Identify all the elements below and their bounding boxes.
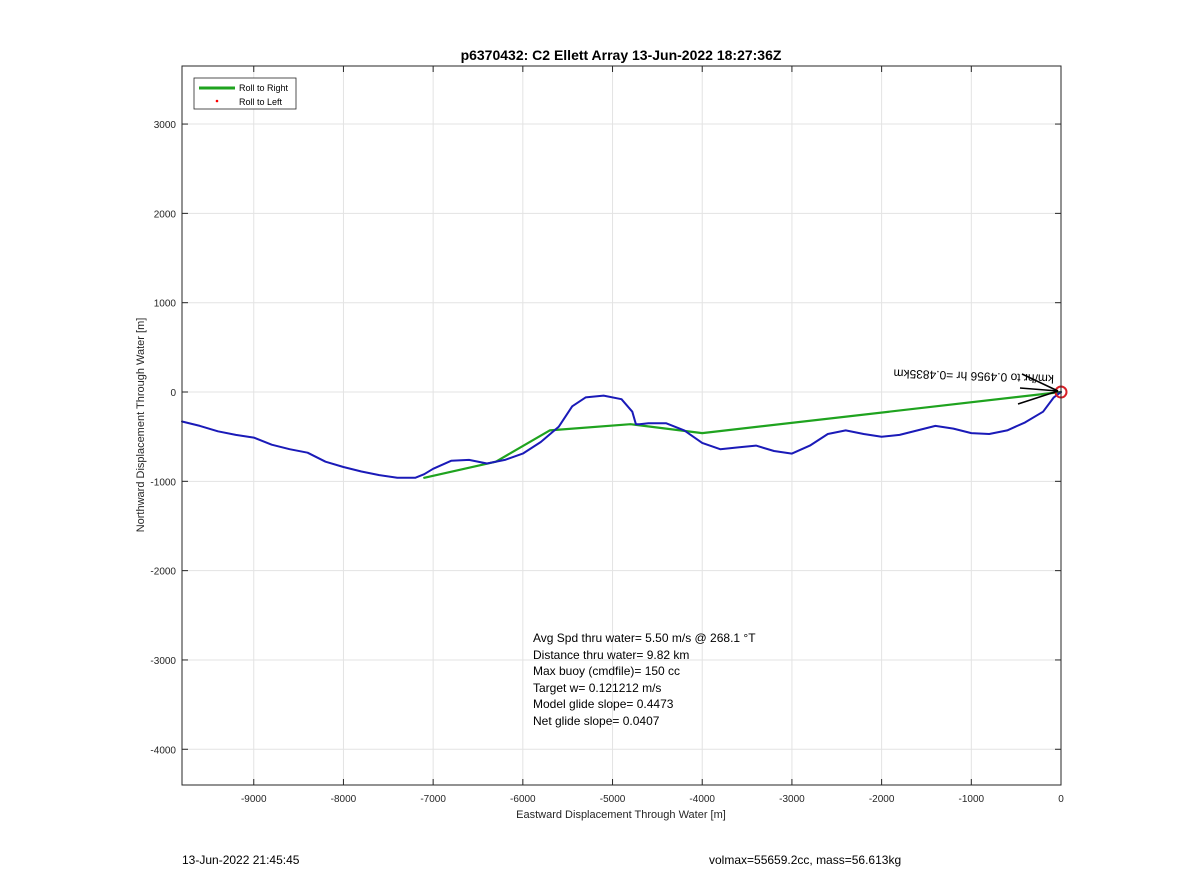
x-tick-label: -1000	[959, 794, 985, 805]
y-tick-label: 0	[170, 388, 176, 399]
legend: Roll to Right Roll to Left	[193, 77, 297, 110]
grid-lines	[182, 66, 1062, 785]
legend-swatch-roll-left	[215, 99, 219, 103]
footer-timestamp: 13-Jun-2022 21:45:45	[182, 853, 300, 867]
legend-label-roll-right: Roll to Right	[239, 83, 289, 93]
axes-box	[181, 65, 1062, 786]
chart-title: p6370432: C2 Ellett Array 13-Jun-2022 18…	[461, 47, 782, 63]
series-track-line	[181, 391, 1062, 479]
stats-annotation: Avg Spd thru water= 5.50 m/s @ 268.1 °T …	[533, 631, 756, 728]
stats-line: Avg Spd thru water= 5.50 m/s @ 268.1 °T	[533, 631, 756, 645]
legend-label-roll-left: Roll to Left	[239, 97, 283, 107]
axis-ticks: -9000 -8000 -7000 -6000 -5000 -4000 -3000 -2000…	[150, 66, 1064, 805]
x-tick-label: -6000	[510, 794, 536, 805]
y-tick-label: 3000	[154, 120, 177, 131]
stats-line: Model glide slope= 0.4473	[533, 697, 674, 711]
x-tick-label: -5000	[600, 794, 626, 805]
current-arrow	[1017, 373, 1059, 405]
series-roll-right-line	[423, 390, 1063, 479]
y-tick-label: -1000	[150, 477, 176, 488]
arrow-head-lower	[1017, 390, 1059, 405]
stats-line: Max buoy (cmdfile)= 150 cc	[533, 664, 680, 678]
stats-line: Distance thru water= 9.82 km	[533, 648, 689, 662]
y-tick-label: -3000	[150, 656, 176, 667]
x-tick-label: -7000	[420, 794, 446, 805]
y-tick-label: 1000	[154, 299, 177, 310]
stats-line: Net glide slope= 0.0407	[533, 714, 660, 728]
x-tick-label: -9000	[241, 794, 267, 805]
x-tick-label: -8000	[331, 794, 357, 805]
x-tick-label: -3000	[779, 794, 805, 805]
arrow-head-upper	[1021, 373, 1059, 392]
x-tick-label: -2000	[869, 794, 895, 805]
stats-line: Target w= 0.121212 m/s	[533, 681, 661, 695]
footer-info: volmax=55659.2cc, mass=56.613kg	[709, 853, 902, 867]
y-tick-label: -4000	[150, 745, 176, 756]
y-axis-label: Northward Displacement Through Water [m]	[135, 318, 147, 533]
plot-area	[181, 385, 1068, 479]
x-axis-label: Eastward Displacement Through Water [m]	[516, 809, 726, 821]
x-tick-label: 0	[1058, 794, 1064, 805]
y-tick-label: -2000	[150, 567, 176, 578]
x-tick-label: -4000	[689, 794, 715, 805]
y-tick-label: 2000	[154, 209, 177, 220]
track-annotation: km/hr to 0.4956 hr =0.4835km	[893, 366, 1054, 386]
arrow-shaft	[1019, 387, 1059, 392]
legend-box	[193, 77, 297, 110]
